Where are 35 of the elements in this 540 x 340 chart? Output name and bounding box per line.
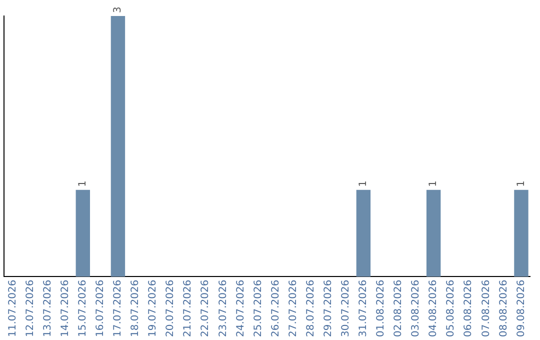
x-tick-label: 09.08.2026 — [516, 280, 527, 338]
x-tick-label: 14.07.2026 — [60, 280, 71, 338]
data-label: 1 — [358, 180, 370, 187]
x-tick-label: 31.07.2026 — [358, 280, 370, 338]
x-tick-label: 16.07.2026 — [95, 280, 106, 338]
data-label: 1 — [77, 180, 88, 187]
x-tick-label: 30.07.2026 — [340, 280, 352, 338]
x-tick-label: 21.07.2026 — [182, 280, 194, 338]
x-tick-label: 02.08.2026 — [393, 280, 404, 338]
x-tick-label: 29.07.2026 — [322, 280, 334, 338]
x-tick-label: 08.08.2026 — [498, 280, 510, 338]
x-tick-label: 27.07.2026 — [288, 280, 299, 338]
x-tick-label: 03.08.2026 — [410, 280, 422, 338]
x-tick-label: 17.07.2026 — [112, 280, 124, 338]
x-tick-label: 04.08.2026 — [428, 280, 440, 338]
x-tick-label: 13.07.2026 — [42, 280, 54, 338]
x-tick-label: 28.07.2026 — [305, 280, 316, 338]
data-label: 1 — [428, 180, 440, 187]
x-tick-label: 01.08.2026 — [376, 280, 387, 338]
x-tick-label: 22.07.2026 — [200, 280, 212, 338]
x-tick-label: 25.07.2026 — [252, 280, 264, 338]
x-tick-label: 07.08.2026 — [480, 280, 492, 338]
x-tick-label: 20.07.2026 — [165, 280, 176, 338]
x-tick-label: 24.07.2026 — [235, 280, 246, 338]
x-tick-label: 11.07.2026 — [7, 280, 18, 338]
x-tick-label: 19.07.2026 — [148, 280, 159, 338]
x-tick-label: 26.07.2026 — [270, 280, 282, 338]
x-tick-label: 12.07.2026 — [24, 280, 36, 338]
x-tick-label: 05.08.2026 — [446, 280, 457, 338]
x-tick-label: 23.07.2026 — [218, 280, 229, 338]
x-tick-label: 06.08.2026 — [463, 280, 474, 338]
data-label: 3 — [112, 6, 124, 13]
data-label: 1 — [516, 180, 527, 187]
x-tick-label: 18.07.2026 — [130, 280, 142, 338]
x-tick-label: 15.07.2026 — [77, 280, 88, 338]
